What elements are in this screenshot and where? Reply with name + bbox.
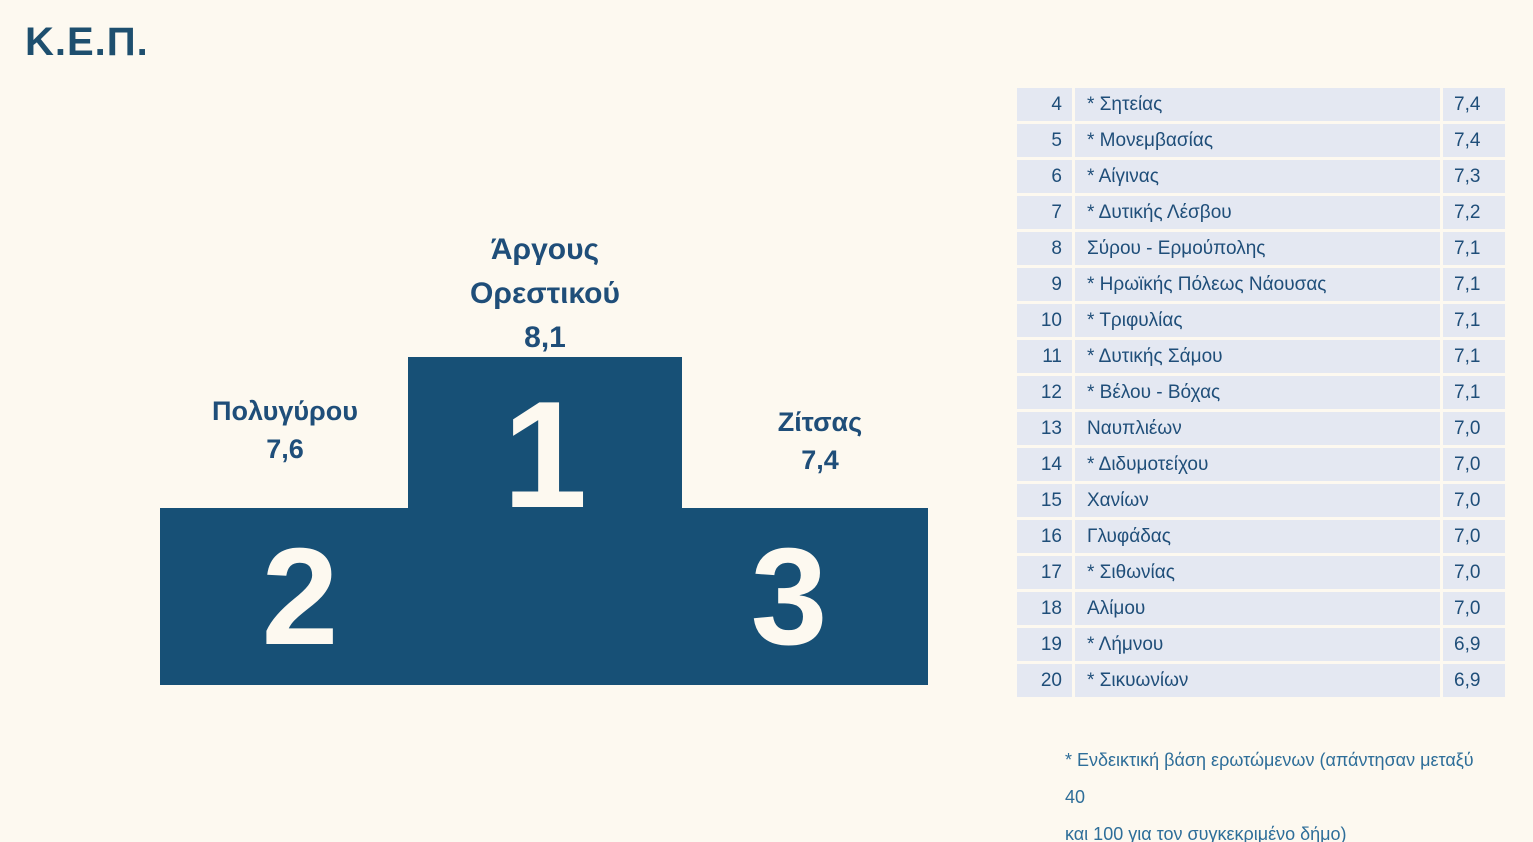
footnote: * Ενδεικτική βάση ερωτώμενων (απάντησαν … <box>1065 742 1495 842</box>
score-cell: 7,1 <box>1443 340 1505 373</box>
table-row: 19 * Λήμνου 6,9 <box>1017 628 1505 661</box>
third-place-label: Ζίτσας 7,4 <box>695 403 945 479</box>
rank-cell: 18 <box>1017 592 1072 625</box>
score-cell: 7,2 <box>1443 196 1505 229</box>
municipality-cell: * Σιθωνίας <box>1075 556 1440 589</box>
rank-cell: 7 <box>1017 196 1072 229</box>
score-cell: 7,1 <box>1443 376 1505 409</box>
table-row: 7 * Δυτικής Λέσβου 7,2 <box>1017 196 1505 229</box>
table-row: 16 Γλυφάδας 7,0 <box>1017 520 1505 553</box>
footnote-line-2: και 100 για τον συγκεκριμένο δήμο) <box>1065 824 1347 842</box>
first-place-name: Άργους Ορεστικού <box>470 233 620 310</box>
table-row: 8 Σύρου - Ερμούπολης 7,1 <box>1017 232 1505 265</box>
table-row: 12 * Βέλου - Βόχας 7,1 <box>1017 376 1505 409</box>
third-place-name: Ζίτσας <box>777 407 863 437</box>
rank-cell: 8 <box>1017 232 1072 265</box>
score-cell: 7,1 <box>1443 304 1505 337</box>
municipality-cell: Γλυφάδας <box>1075 520 1440 553</box>
rank-cell: 13 <box>1017 412 1072 445</box>
rank-cell: 15 <box>1017 484 1072 517</box>
podium-base <box>160 508 928 685</box>
score-cell: 7,4 <box>1443 88 1505 121</box>
table-row: 20 * Σικυωνίων 6,9 <box>1017 664 1505 697</box>
rank-cell: 12 <box>1017 376 1072 409</box>
podium-rank-3-numeral: 3 <box>750 519 828 674</box>
rank-cell: 4 <box>1017 88 1072 121</box>
municipality-cell: Χανίων <box>1075 484 1440 517</box>
score-cell: 7,4 <box>1443 124 1505 157</box>
table-row: 14 * Διδυμοτείχου 7,0 <box>1017 448 1505 481</box>
score-cell: 6,9 <box>1443 664 1505 697</box>
rank-cell: 14 <box>1017 448 1072 481</box>
table-row: 6 * Αίγινας 7,3 <box>1017 160 1505 193</box>
podium-rank-1-numeral: 1 <box>502 369 588 540</box>
rank-cell: 9 <box>1017 268 1072 301</box>
podium-rank-2-numeral: 2 <box>261 519 339 674</box>
municipality-cell: * Σητείας <box>1075 88 1440 121</box>
table-row: 9 * Ηρωϊκής Πόλεως Νάουσας 7,1 <box>1017 268 1505 301</box>
municipality-cell: * Διδυμοτείχου <box>1075 448 1440 481</box>
score-cell: 7,0 <box>1443 520 1505 553</box>
municipality-cell: * Λήμνου <box>1075 628 1440 661</box>
municipality-cell: * Αίγινας <box>1075 160 1440 193</box>
table-row: 5 * Μονεμβασίας 7,4 <box>1017 124 1505 157</box>
rank-cell: 10 <box>1017 304 1072 337</box>
second-place-value: 7,6 <box>266 434 304 464</box>
table-row: 4 * Σητείας 7,4 <box>1017 88 1505 121</box>
score-cell: 7,3 <box>1443 160 1505 193</box>
score-cell: 7,0 <box>1443 556 1505 589</box>
page-title: Κ.Ε.Π. <box>25 20 149 64</box>
second-place-label: Πολυγύρου 7,6 <box>160 392 410 468</box>
municipality-cell: * Σικυωνίων <box>1075 664 1440 697</box>
footnote-line-1: * Ενδεικτική βάση ερωτώμενων (απάντησαν … <box>1065 750 1474 807</box>
municipality-cell: * Βέλου - Βόχας <box>1075 376 1440 409</box>
score-cell: 7,0 <box>1443 484 1505 517</box>
rank-cell: 16 <box>1017 520 1072 553</box>
score-cell: 7,0 <box>1443 592 1505 625</box>
municipality-cell: * Τριφυλίας <box>1075 304 1440 337</box>
third-place-value: 7,4 <box>801 445 839 475</box>
rank-cell: 6 <box>1017 160 1072 193</box>
score-cell: 7,1 <box>1443 268 1505 301</box>
rank-cell: 20 <box>1017 664 1072 697</box>
table-row: 11 * Δυτικής Σάμου 7,1 <box>1017 340 1505 373</box>
table-row: 10 * Τριφυλίας 7,1 <box>1017 304 1505 337</box>
table-row: 15 Χανίων 7,0 <box>1017 484 1505 517</box>
score-cell: 7,0 <box>1443 412 1505 445</box>
table-row: 18 Αλίμου 7,0 <box>1017 592 1505 625</box>
table-row: 13 Ναυπλιέων 7,0 <box>1017 412 1505 445</box>
ranking-table: 4 * Σητείας 7,4 5 * Μονεμβασίας 7,4 6 * Αίγινας… <box>1017 88 1505 700</box>
municipality-cell: * Δυτικής Λέσβου <box>1075 196 1440 229</box>
rank-cell: 11 <box>1017 340 1072 373</box>
first-place-label: Άργους Ορεστικού 8,1 <box>408 228 682 360</box>
score-cell: 7,1 <box>1443 232 1505 265</box>
municipality-cell: Ναυπλιέων <box>1075 412 1440 445</box>
table-row: 17 * Σιθωνίας 7,0 <box>1017 556 1505 589</box>
second-place-name: Πολυγύρου <box>212 396 358 426</box>
rank-cell: 19 <box>1017 628 1072 661</box>
rank-cell: 5 <box>1017 124 1072 157</box>
municipality-cell: * Μονεμβασίας <box>1075 124 1440 157</box>
first-place-value: 8,1 <box>524 321 566 354</box>
score-cell: 6,9 <box>1443 628 1505 661</box>
rank-cell: 17 <box>1017 556 1072 589</box>
municipality-cell: * Δυτικής Σάμου <box>1075 340 1440 373</box>
municipality-cell: Σύρου - Ερμούπολης <box>1075 232 1440 265</box>
municipality-cell: * Ηρωϊκής Πόλεως Νάουσας <box>1075 268 1440 301</box>
municipality-cell: Αλίμου <box>1075 592 1440 625</box>
score-cell: 7,0 <box>1443 448 1505 481</box>
